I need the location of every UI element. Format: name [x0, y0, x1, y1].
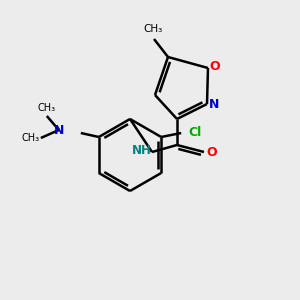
Text: Cl: Cl — [189, 127, 202, 140]
Text: N: N — [54, 124, 64, 136]
Text: O: O — [210, 59, 220, 73]
Text: CH₃: CH₃ — [22, 133, 40, 143]
Text: O: O — [207, 146, 217, 158]
Text: CH₃: CH₃ — [38, 103, 56, 113]
Text: N: N — [209, 98, 219, 110]
Text: CH₃: CH₃ — [143, 24, 163, 34]
Text: NH: NH — [132, 145, 152, 158]
